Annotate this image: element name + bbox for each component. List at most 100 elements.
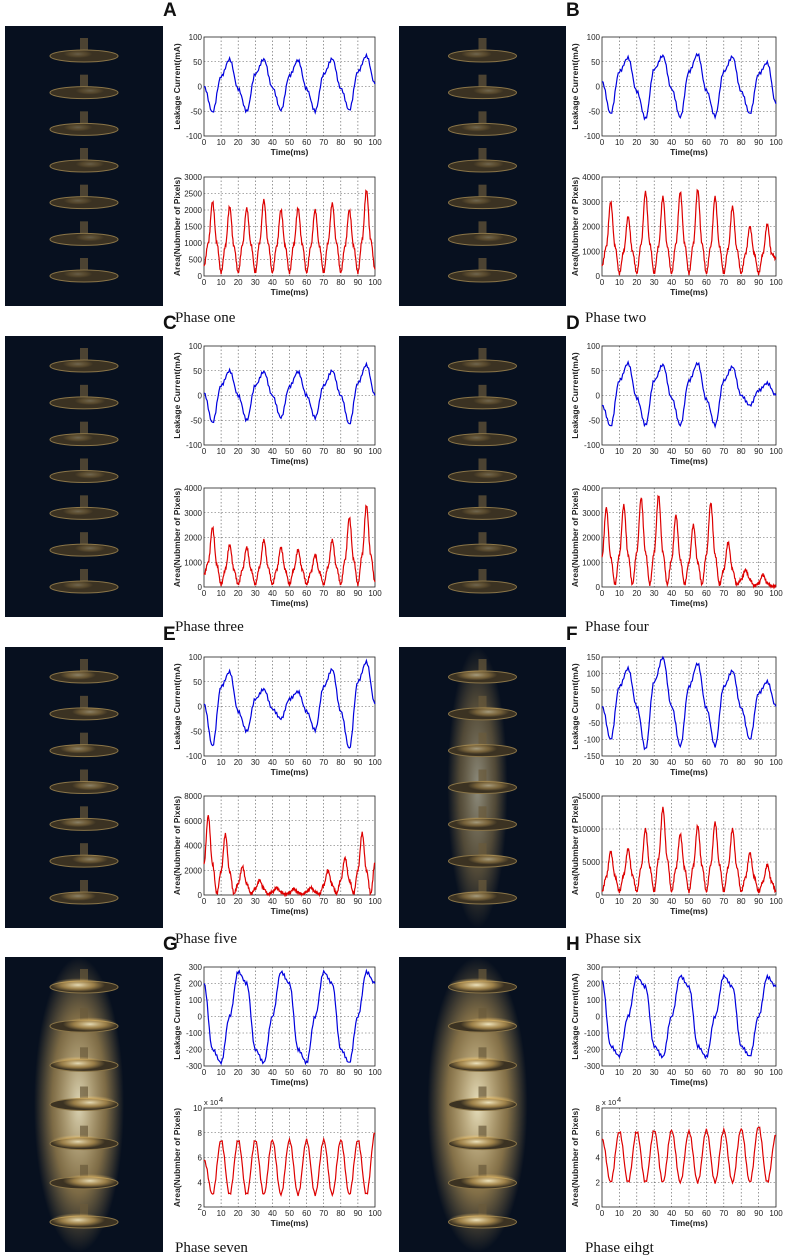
insulator-rod	[478, 569, 487, 587]
x-axis-label: Time(ms)	[670, 456, 708, 466]
series-line	[601, 360, 777, 429]
x-tick-label: 80	[737, 1068, 746, 1077]
x-tick-label: 20	[234, 138, 243, 147]
x-tick-label: 30	[251, 1209, 260, 1218]
insulator-photo	[5, 957, 163, 1252]
y-tick-label: -100	[584, 1029, 601, 1038]
y-tick-label: 3000	[184, 509, 202, 518]
spark	[59, 743, 97, 754]
x-tick-label: 20	[632, 447, 641, 456]
spark	[71, 707, 109, 717]
insulator-photo	[399, 957, 566, 1252]
x-tick-label: 0	[600, 758, 605, 767]
x-tick-label: 70	[719, 278, 728, 287]
x-tick-label: 30	[251, 1068, 260, 1077]
axes-frame	[203, 656, 376, 757]
y-tick-label: 3000	[184, 173, 202, 182]
spark	[473, 470, 504, 479]
x-tick-label: 10	[615, 897, 624, 906]
spark	[50, 1213, 106, 1227]
x-axis-label: Time(ms)	[670, 906, 708, 916]
x-tick-label: 50	[685, 758, 694, 767]
x-tick-label: 60	[302, 447, 311, 456]
axes-frame	[203, 966, 376, 1067]
series-line	[601, 806, 777, 894]
spark	[461, 507, 492, 516]
y-tick-label: 2000	[184, 866, 202, 875]
y-tick-label: 0	[198, 83, 203, 92]
x-tick-label: 50	[285, 447, 294, 456]
y-tick-label: 2500	[184, 190, 202, 199]
panel-label: D	[566, 313, 580, 334]
x-tick-label: 90	[754, 1209, 763, 1218]
insulator-rod	[478, 843, 487, 862]
x-tick-label: 100	[769, 278, 783, 287]
y-tick-label: 1000	[582, 558, 600, 567]
panel-label: G	[163, 934, 178, 955]
insulator-rod	[478, 495, 487, 514]
spark	[75, 233, 105, 242]
insulator-photo	[399, 647, 566, 928]
x-tick-label: 30	[251, 138, 260, 147]
x-tick-label: 70	[319, 1068, 328, 1077]
y-tick-label: 100	[587, 33, 601, 42]
y-tick-label: 3000	[582, 198, 600, 207]
y-tick-label: 6	[198, 1154, 203, 1163]
x-tick-label: 40	[667, 1209, 676, 1218]
y-tick-label: 0	[596, 703, 601, 712]
x-tick-label: 70	[719, 1209, 728, 1218]
y-axis-label: Area(Nubmber of Pixels)	[172, 488, 182, 587]
y-tick-label: 300	[189, 963, 203, 972]
chart-e-2: 0 10 20 30 40 50 60 70 80 90 100 0 2000 4000 6000 8000 T…	[172, 792, 382, 916]
x-tick-label: 90	[754, 278, 763, 287]
y-axis-label: Leakage Current(mA)	[172, 663, 182, 750]
x-tick-label: 20	[234, 278, 243, 287]
axes-frame	[203, 487, 376, 588]
panel-caption: Phase eihgt	[585, 1240, 654, 1256]
chart-c-2: 0 10 20 30 40 50 60 70 80 90 10001000200030004000T…	[172, 484, 382, 608]
y-axis-label: Leakage Current(mA)	[570, 352, 580, 439]
x-tick-label: 100	[368, 1068, 382, 1077]
insulator-rod	[478, 258, 487, 276]
spark	[74, 470, 106, 479]
x-tick-label: 70	[719, 897, 728, 906]
series-line	[601, 52, 777, 121]
x-tick-label: 40	[667, 138, 676, 147]
insulator-string-icon	[427, 957, 528, 1252]
y-tick-label: -100	[186, 132, 203, 141]
chart-a-1: 0 10 20 30 40 50 60 70 80 90 100 -100 -50 0 50 100 Time(…	[172, 33, 382, 157]
x-axis-label: Time(ms)	[271, 1218, 309, 1228]
insulator-rod	[478, 111, 487, 130]
x-tick-label: 90	[754, 447, 763, 456]
spark	[448, 1134, 505, 1149]
y-axis-label: Area(Nubmber of Pixels)	[172, 796, 182, 895]
x-tick-label: 80	[737, 447, 746, 456]
insulator-rod	[80, 532, 88, 551]
y-tick-label: 0	[596, 272, 601, 281]
insulator-rod	[80, 732, 88, 751]
y-tick-label: 2000	[582, 534, 600, 543]
x-tick-label: 70	[319, 589, 328, 598]
x-tick-label: 60	[302, 138, 311, 147]
insulator-rod	[478, 1047, 487, 1066]
x-tick-label: 60	[702, 1068, 711, 1077]
x-tick-label: 70	[719, 589, 728, 598]
insulator-rod	[80, 1086, 88, 1105]
series-line	[203, 1132, 376, 1198]
spark	[50, 978, 106, 992]
insulator-rod	[478, 74, 487, 93]
x-tick-label: 60	[702, 447, 711, 456]
spark	[63, 50, 93, 58]
y-tick-label: 5000	[582, 858, 600, 867]
x-tick-label: 30	[650, 897, 659, 906]
x-tick-label: 80	[336, 1209, 345, 1218]
x-axis-label: Time(ms)	[271, 456, 309, 466]
x-tick-label: 80	[737, 589, 746, 598]
insulator-rod	[80, 384, 88, 403]
x-tick-label: 80	[737, 278, 746, 287]
x-tick-label: 60	[702, 897, 711, 906]
x-tick-label: 20	[234, 447, 243, 456]
x-tick-label: 60	[302, 1209, 311, 1218]
chart-b-2: 0 10 20 30 40 50 60 70 80 90 10001000200030004000T…	[570, 173, 783, 297]
x-tick-label: 30	[251, 897, 260, 906]
